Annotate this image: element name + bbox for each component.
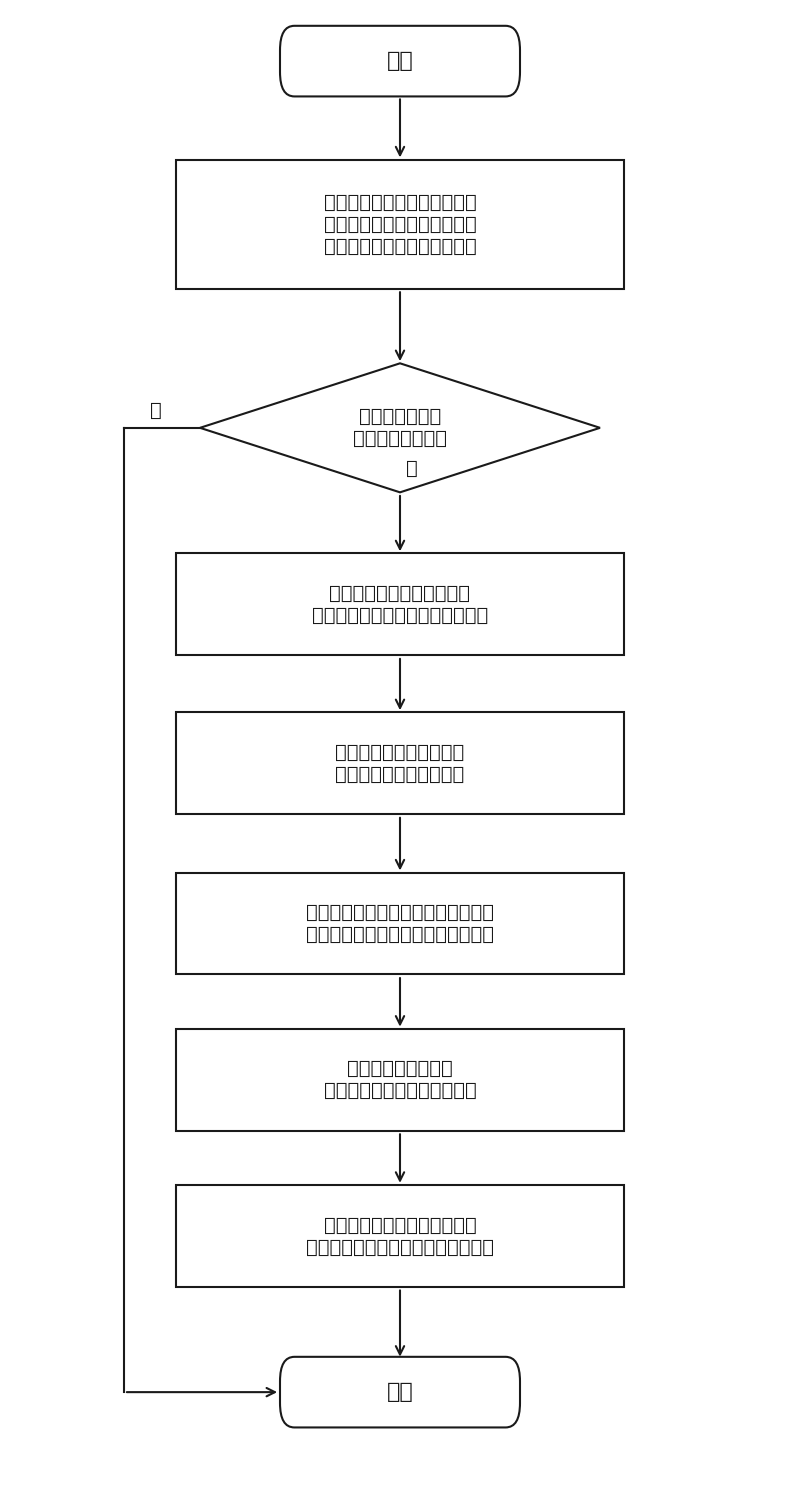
Polygon shape: [200, 363, 600, 493]
Bar: [176, 553, 624, 656]
Text: 滤除不规则编程点，并推断出
数控程序中需要形状精确度的
部分和需要形状平滑度的部分: 滤除不规则编程点，并推断出 数控程序中需要形状精确度的 部分和需要形状平滑度的部…: [324, 193, 476, 255]
Bar: [176, 160, 624, 288]
Text: 结束: 结束: [386, 1382, 414, 1403]
FancyBboxPatch shape: [280, 25, 520, 97]
FancyBboxPatch shape: [280, 1357, 520, 1427]
Text: 开始: 开始: [386, 51, 414, 72]
Text: 对每个编程点进行参数化，
使每个编程点有与之对应的参数值: 对每个编程点进行参数化， 使每个编程点有与之对应的参数值: [312, 584, 488, 624]
Bar: [176, 713, 624, 814]
Bar: [176, 1185, 624, 1286]
Text: 否: 否: [150, 400, 162, 420]
Bar: [176, 872, 624, 974]
Bar: [176, 1029, 624, 1131]
Text: 是否是需要形状
平滑度的程序部分: 是否是需要形状 平滑度的程序部分: [353, 408, 447, 448]
Text: 根据编程点处加工形状的
弯曲方向选出特征编程点: 根据编程点处加工形状的 弯曲方向选出特征编程点: [335, 743, 465, 784]
Text: 将特征编程点之间的
程序段压缩成样条曲线的一段: 将特征编程点之间的 程序段压缩成样条曲线的一段: [324, 1059, 476, 1100]
Text: 通过调节曲线段的形状来确保
压缩成的样条曲线满足加工精度要求: 通过调节曲线段的形状来确保 压缩成的样条曲线满足加工精度要求: [306, 1216, 494, 1256]
Text: 构造参数三次插值曲线，并通过多条
插值曲线计算特征编程点处的切向量: 构造参数三次插值曲线，并通过多条 插值曲线计算特征编程点处的切向量: [306, 902, 494, 944]
Text: 是: 是: [406, 459, 418, 478]
